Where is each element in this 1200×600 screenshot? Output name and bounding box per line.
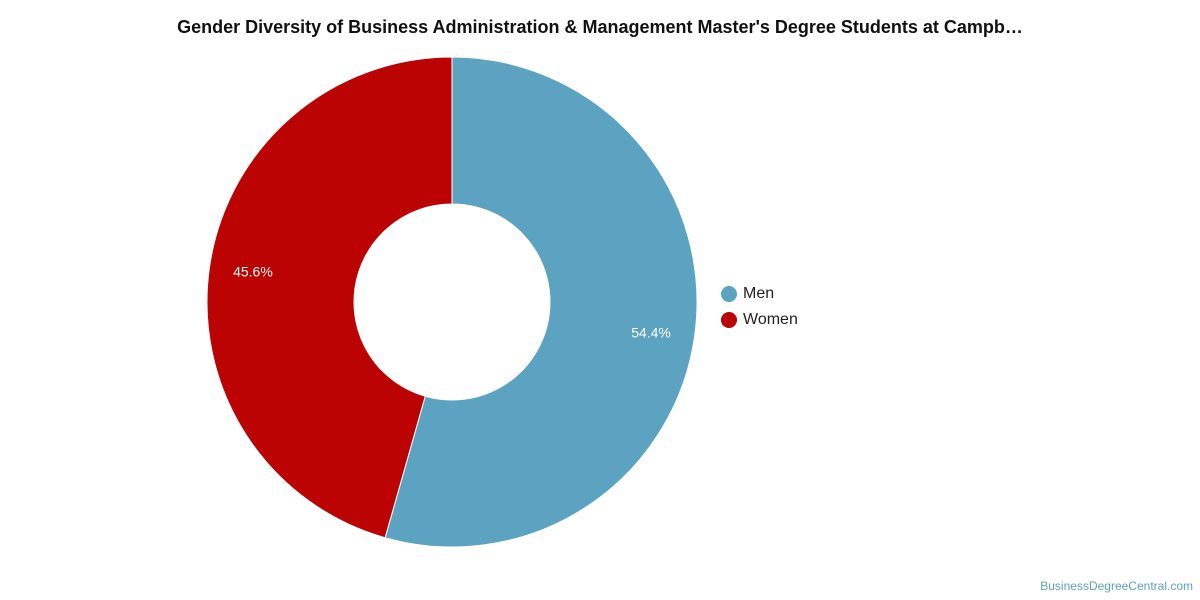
slice-label-women: 45.6%: [233, 264, 273, 280]
legend-swatch-men: [721, 286, 737, 302]
legend-item-women[interactable]: Women: [721, 307, 798, 333]
donut-slice-women[interactable]: [206, 56, 453, 539]
legend-swatch-women: [721, 312, 737, 328]
chart-title: Gender Diversity of Business Administrat…: [177, 17, 1023, 37]
donut-slices: [206, 56, 698, 548]
watermark[interactable]: BusinessDegreeCentral.com: [1040, 579, 1193, 593]
donut-slice-labels: 54.4% 45.6%: [233, 264, 671, 341]
legend-item-men[interactable]: Men: [721, 281, 798, 307]
slice-label-men: 54.4%: [631, 324, 671, 340]
legend-label-women: Women: [743, 311, 798, 328]
legend-label-men: Men: [743, 285, 775, 302]
donut-slice-men[interactable]: [384, 56, 698, 548]
legend: Men Women: [721, 281, 798, 333]
